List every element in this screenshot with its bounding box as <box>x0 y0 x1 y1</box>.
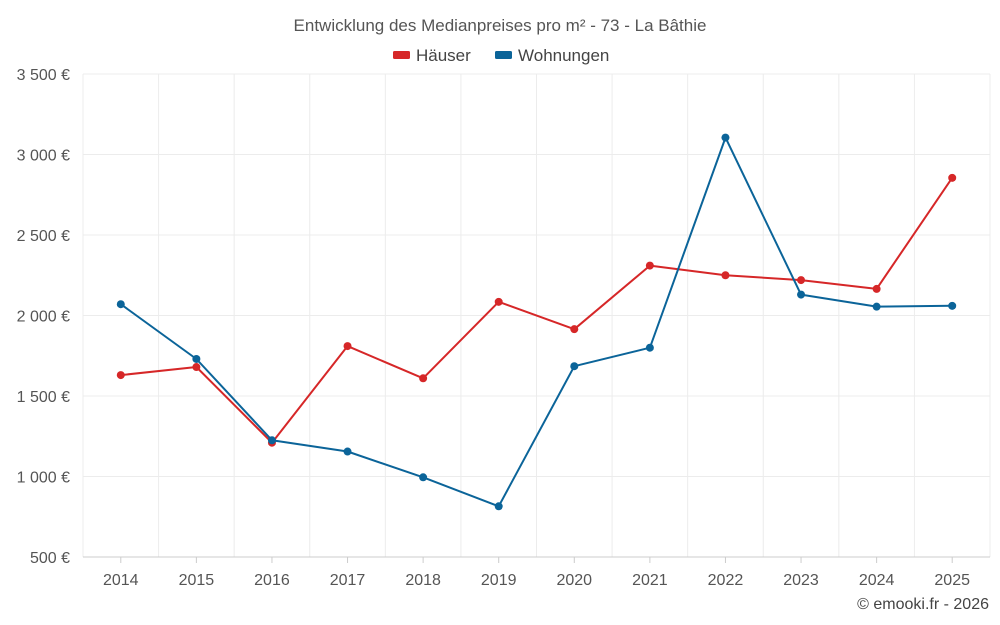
y-tick-label: 2 000 € <box>17 309 70 326</box>
data-point <box>192 354 201 363</box>
x-tick-label: 2020 <box>556 572 592 589</box>
x-tick-label: 2015 <box>179 572 215 589</box>
data-point <box>343 447 352 456</box>
data-point <box>494 297 503 306</box>
x-tick-label: 2016 <box>254 572 290 589</box>
data-point <box>570 362 579 371</box>
data-point <box>872 302 881 311</box>
legend-item-wohnungen[interactable]: Wohnungen <box>495 46 609 65</box>
data-point <box>948 173 957 182</box>
legend-item-haeuser[interactable]: Häuser <box>393 46 471 65</box>
data-point <box>645 261 654 270</box>
y-tick-label: 2 500 € <box>17 228 70 245</box>
data-point <box>645 343 654 352</box>
x-tick-label: 2023 <box>783 572 819 589</box>
y-tick-label: 1 500 € <box>17 389 70 406</box>
data-point <box>267 436 276 445</box>
data-point <box>948 301 957 310</box>
data-point <box>116 371 125 380</box>
data-point <box>721 133 730 142</box>
series-line-wohnungen <box>120 136 953 508</box>
data-point <box>343 342 352 351</box>
legend[interactable]: Häuser Wohnungen <box>393 46 609 65</box>
series-layer <box>116 133 957 511</box>
data-point <box>797 290 806 299</box>
legend-swatch <box>393 51 410 59</box>
legend-label: Häuser <box>416 46 471 65</box>
legend-swatch <box>495 51 512 59</box>
data-point <box>116 300 125 309</box>
credit: © emooki.fr - 2026 <box>857 596 989 613</box>
x-tick-label: 2014 <box>103 572 139 589</box>
y-tick-label: 3 500 € <box>17 67 70 84</box>
data-point <box>494 502 503 511</box>
chart-title: Entwicklung des Medianpreises pro m² - 7… <box>294 16 707 35</box>
x-axis: 2014 2015 2016 2017 2018 2019 2020 2021 2022 2023… <box>83 556 990 589</box>
y-axis: 500 € 1 000 € 1 500 € 2 000 € 2 500 € 3 000 €… <box>17 67 70 567</box>
x-tick-label: 2017 <box>330 572 366 589</box>
data-point <box>797 276 806 285</box>
x-tick-label: 2025 <box>934 572 970 589</box>
x-tick-label: 2022 <box>708 572 744 589</box>
data-point <box>192 363 201 372</box>
x-tick-label: 2021 <box>632 572 668 589</box>
x-tick-label: 2024 <box>859 572 895 589</box>
data-point <box>570 325 579 334</box>
y-tick-label: 1 000 € <box>17 470 70 487</box>
data-point <box>419 374 428 383</box>
y-tick-label: 3 000 € <box>17 148 70 165</box>
series-line-haeuser <box>120 177 954 444</box>
data-point <box>872 284 881 293</box>
y-tick-label: 500 € <box>30 550 70 567</box>
legend-label: Wohnungen <box>518 46 609 65</box>
data-point <box>419 473 428 482</box>
x-tick-label: 2019 <box>481 572 517 589</box>
data-point <box>721 271 730 280</box>
x-tick-label: 2018 <box>405 572 441 589</box>
